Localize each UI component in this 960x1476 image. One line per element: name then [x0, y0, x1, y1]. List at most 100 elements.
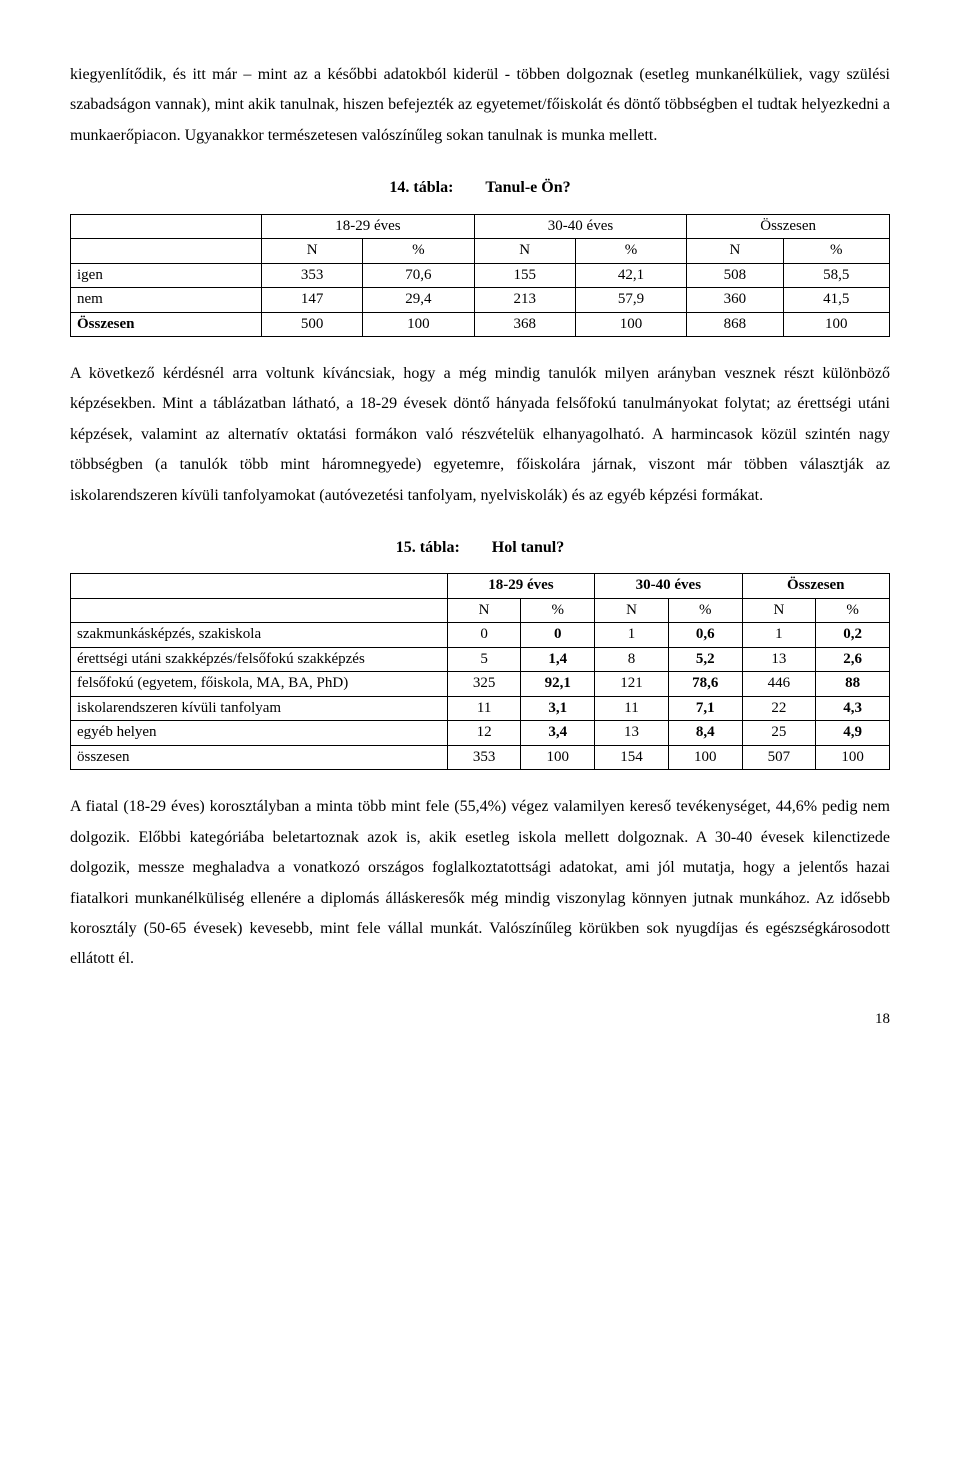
cell: 8: [595, 647, 669, 672]
cell: 1: [742, 623, 816, 648]
col-sub: %: [668, 598, 742, 623]
row-label: felsőfokú (egyetem, főiskola, MA, BA, Ph…: [71, 672, 448, 697]
table15-number: 15. tábla:: [396, 539, 460, 556]
row-label: igen: [71, 263, 262, 288]
table-row: felsőfokú (egyetem, főiskola, MA, BA, Ph…: [71, 672, 890, 697]
col-sub: N: [742, 598, 816, 623]
cell: 508: [687, 263, 783, 288]
cell: 1,4: [521, 647, 595, 672]
cell: 57,9: [575, 288, 687, 313]
cell: 507: [742, 745, 816, 770]
cell: 92,1: [521, 672, 595, 697]
cell: 11: [595, 696, 669, 721]
cell: 100: [783, 312, 889, 337]
cell: 213: [474, 288, 575, 313]
cell: 100: [521, 745, 595, 770]
cell: 3,4: [521, 721, 595, 746]
cell: 0,2: [816, 623, 890, 648]
cell: 3,1: [521, 696, 595, 721]
table14: 18-29 éves 30-40 éves Összesen N % N % N…: [70, 214, 890, 338]
table-row: 18-29 éves 30-40 éves Összesen: [71, 574, 890, 599]
cell: 2,6: [816, 647, 890, 672]
table-row: N % N % N %: [71, 598, 890, 623]
row-label: egyéb helyen: [71, 721, 448, 746]
cell: 147: [262, 288, 363, 313]
cell: 12: [447, 721, 521, 746]
cell: 11: [447, 696, 521, 721]
cell: 5: [447, 647, 521, 672]
cell: 8,4: [668, 721, 742, 746]
cell: 29,4: [363, 288, 475, 313]
table14-label: Tanul-e Ön?: [485, 179, 570, 196]
col-sub: N: [595, 598, 669, 623]
cell: 78,6: [668, 672, 742, 697]
page-number: 18: [70, 1005, 890, 1034]
table-row: egyéb helyen 12 3,4 13 8,4 25 4,9: [71, 721, 890, 746]
cell: 325: [447, 672, 521, 697]
table-row: Összesen 500 100 368 100 868 100: [71, 312, 890, 337]
table14-title: 14. tábla: Tanul-e Ön?: [70, 173, 890, 203]
cell: 88: [816, 672, 890, 697]
cell: 353: [447, 745, 521, 770]
col-sub: %: [363, 239, 475, 264]
col-sub: %: [783, 239, 889, 264]
table-row: szakmunkásképzés, szakiskola 0 0 1 0,6 1…: [71, 623, 890, 648]
cell: 4,3: [816, 696, 890, 721]
table-row: N % N % N %: [71, 239, 890, 264]
table-row: érettségi utáni szakképzés/felsőfokú sza…: [71, 647, 890, 672]
cell: 70,6: [363, 263, 475, 288]
cell: 0: [521, 623, 595, 648]
table-row: 18-29 éves 30-40 éves Összesen: [71, 214, 890, 239]
table-row: nem 147 29,4 213 57,9 360 41,5: [71, 288, 890, 313]
col-group: 30-40 éves: [474, 214, 687, 239]
cell: 100: [575, 312, 687, 337]
table14-number: 14. tábla:: [389, 179, 453, 196]
col-group: 18-29 éves: [447, 574, 594, 599]
row-label: érettségi utáni szakképzés/felsőfokú sza…: [71, 647, 448, 672]
cell: 25: [742, 721, 816, 746]
col-sub: %: [521, 598, 595, 623]
cell: 13: [742, 647, 816, 672]
col-group: Összesen: [687, 214, 890, 239]
table-row: igen 353 70,6 155 42,1 508 58,5: [71, 263, 890, 288]
row-label: nem: [71, 288, 262, 313]
row-label: iskolarendszeren kívüli tanfolyam: [71, 696, 448, 721]
cell: 4,9: [816, 721, 890, 746]
col-sub: %: [816, 598, 890, 623]
cell: 868: [687, 312, 783, 337]
paragraph-3: A fiatal (18-29 éves) korosztályban a mi…: [70, 792, 890, 974]
col-group: 18-29 éves: [262, 214, 475, 239]
cell: 7,1: [668, 696, 742, 721]
cell: 0: [447, 623, 521, 648]
cell: 0,6: [668, 623, 742, 648]
cell: 100: [816, 745, 890, 770]
row-label: Összesen: [71, 312, 262, 337]
cell: 13: [595, 721, 669, 746]
row-label: összesen: [71, 745, 448, 770]
table15-title: 15. tábla: Hol tanul?: [70, 533, 890, 563]
cell: 100: [363, 312, 475, 337]
col-group: Összesen: [742, 574, 889, 599]
cell: 446: [742, 672, 816, 697]
cell: 121: [595, 672, 669, 697]
paragraph-1: kiegyenlítődik, és itt már – mint az a k…: [70, 60, 890, 151]
paragraph-2: A következő kérdésnél arra voltunk kíván…: [70, 359, 890, 511]
cell: 360: [687, 288, 783, 313]
cell: 500: [262, 312, 363, 337]
col-sub: %: [575, 239, 687, 264]
table-row: iskolarendszeren kívüli tanfolyam 11 3,1…: [71, 696, 890, 721]
col-sub: N: [474, 239, 575, 264]
table15: 18-29 éves 30-40 éves Összesen N % N % N…: [70, 573, 890, 770]
col-sub: N: [687, 239, 783, 264]
cell: 1: [595, 623, 669, 648]
col-group: 30-40 éves: [595, 574, 742, 599]
col-sub: N: [262, 239, 363, 264]
cell: 58,5: [783, 263, 889, 288]
table15-label: Hol tanul?: [492, 539, 564, 556]
cell: 154: [595, 745, 669, 770]
cell: 353: [262, 263, 363, 288]
cell: 100: [668, 745, 742, 770]
cell: 22: [742, 696, 816, 721]
cell: 41,5: [783, 288, 889, 313]
cell: 42,1: [575, 263, 687, 288]
